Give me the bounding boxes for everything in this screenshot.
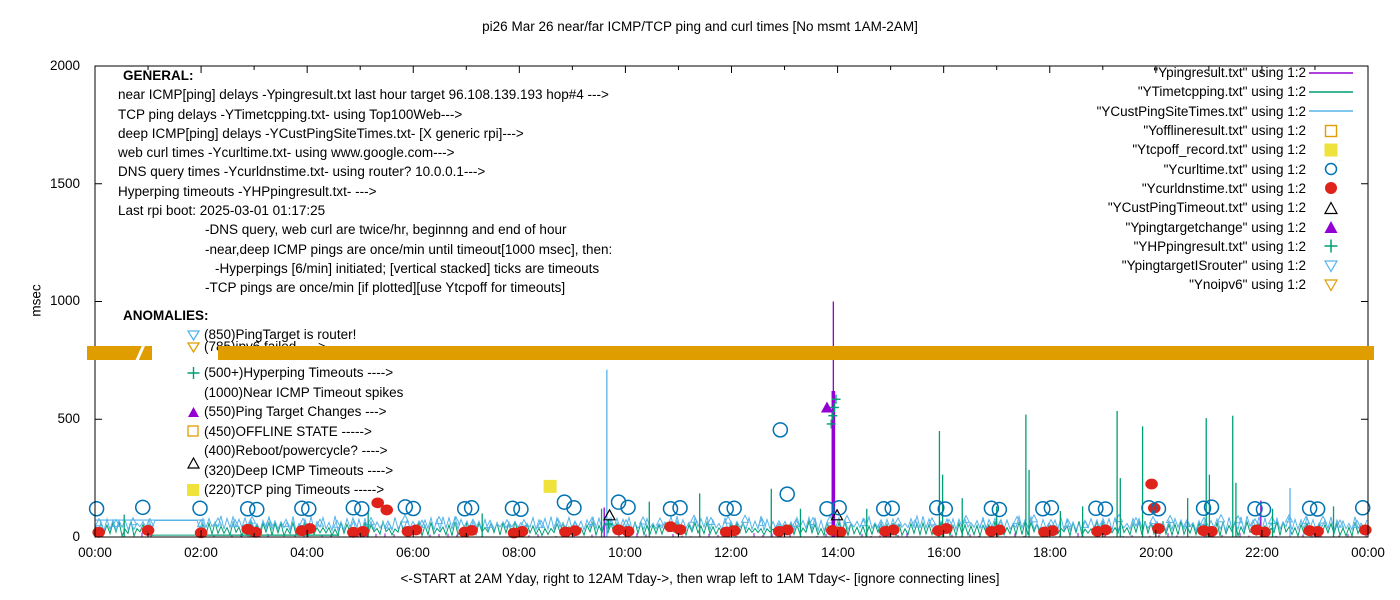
x-tick-label: 04:00 [290, 545, 324, 560]
line-sample-icon [1306, 104, 1356, 118]
legend-label: "Ypingresult.txt" using 1:2 [1153, 65, 1306, 81]
legend-label: "Ytcpoff_record.txt" using 1:2 [1132, 142, 1306, 158]
legend-row: "Ypingtargetchange" using 1:2 [1036, 217, 1356, 236]
x-tick-label: 14:00 [821, 545, 855, 560]
anomaly-item: (550)Ping Target Changes ---> [186, 403, 386, 420]
plus-icon [186, 366, 204, 380]
anomaly-text: (400)Reboot/powercycle? ----> [204, 443, 388, 458]
x-tick-label: 12:00 [714, 545, 748, 560]
legend-label: "YCustPingTimeout.txt" using 1:2 [1107, 200, 1306, 216]
x-axis-label: <-START at 2AM Yday, right to 12AM Tday-… [400, 571, 1000, 586]
legend-label: "YpingtargetISrouter" using 1:2 [1121, 258, 1306, 274]
anomaly-item: (400)Reboot/powercycle? ----> [186, 442, 387, 459]
general-line: deep ICMP[ping] delays -YCustPingSiteTim… [118, 125, 524, 141]
legend-label: "YHPpingresult.txt" using 1:2 [1133, 238, 1306, 254]
general-line: Hyperping timeouts -YHPpingresult.txt- -… [118, 183, 377, 199]
square-filled-icon [1306, 142, 1356, 158]
anomaly-item: (320)Deep ICMP Timeouts ----> [186, 456, 394, 479]
anomaly-text: (1000)Near ICMP Timeout spikes [204, 384, 404, 400]
legend-row: "Ycurldnstime.txt" using 1:2 [1036, 179, 1356, 198]
triangle-up-open-icon [1306, 200, 1356, 216]
legend-row: "Ypingresult.txt" using 1:2 [1036, 63, 1356, 82]
anomaly-text: (550)Ping Target Changes ---> [204, 404, 387, 419]
legend-label: "Yofflineresult.txt" using 1:2 [1143, 123, 1306, 139]
anomaly-text: (220)TCP ping Timeouts -----> [204, 482, 385, 497]
general-line: -DNS query, web curl are twice/hr, begin… [205, 222, 567, 238]
general-line: near ICMP[ping] delays -Ypingresult.txt … [118, 87, 609, 103]
plus-icon [1306, 238, 1356, 254]
legend-row: "Yofflineresult.txt" using 1:2 [1036, 121, 1356, 140]
anomalies-heading: ANOMALIES: [123, 308, 209, 323]
legend-row: "YHPpingresult.txt" using 1:2 [1036, 237, 1356, 256]
legend-label: "YCustPingSiteTimes.txt" using 1:2 [1096, 103, 1306, 119]
general-line: -Hyperpings [6/min] initiated; [vertical… [215, 260, 600, 276]
legend-row: "Ycurltime.txt" using 1:2 [1036, 159, 1356, 178]
y-tick-label: 2000 [49, 58, 80, 73]
general-line: TCP ping delays -YTimetcpping.txt- using… [118, 106, 463, 122]
anomaly-text: (450)OFFLINE STATE -----> [204, 423, 372, 439]
legend-row: "YCustPingSiteTimes.txt" using 1:2 [1036, 102, 1356, 121]
triangle-up-filled-icon [1306, 219, 1356, 235]
square-filled-icon [186, 483, 204, 497]
general-notes: GENERAL: near ICMP[ping] delays -Ypingre… [118, 66, 612, 298]
line-sample-icon [1306, 66, 1356, 80]
y-tick-label: 1000 [49, 293, 80, 308]
x-tick-label: 02:00 [184, 545, 218, 560]
anomaly-item: (850)PingTarget is router! [186, 326, 356, 343]
x-tick-label: 06:00 [396, 545, 430, 560]
anomaly-item: (450)OFFLINE STATE -----> [186, 423, 372, 440]
anomaly-text: (500+)Hyperping Timeouts ----> [204, 365, 394, 380]
general-line: Last rpi boot: 2025-03-01 01:17:25 [118, 203, 326, 219]
anomaly-item: (500+)Hyperping Timeouts ----> [186, 364, 393, 381]
legend-row: "YpingtargetISrouter" using 1:2 [1036, 256, 1356, 275]
x-tick-label: 00:00 [78, 545, 112, 560]
legend-label: "YTimetcpping.txt" using 1:2 [1137, 84, 1306, 100]
y-tick-label: 0 [72, 529, 80, 544]
anomaly-text: (850)PingTarget is router! [204, 327, 357, 342]
x-tick-label: 22:00 [1245, 545, 1279, 560]
legend: "Ypingresult.txt" using 1:2 "YTimetcppin… [1036, 63, 1356, 295]
x-tick-label: 20:00 [1139, 545, 1173, 560]
triangle-up-filled-icon [186, 405, 204, 419]
anomaly-item: (220)TCP ping Timeouts -----> [186, 481, 384, 498]
anomalies-list: (850)PingTarget is router! (785)ipv6 fai… [186, 326, 606, 506]
circle-filled-icon [1306, 180, 1356, 196]
legend-label: "Ycurltime.txt" using 1:2 [1163, 161, 1306, 177]
square-open-icon [186, 424, 204, 438]
triangle-down-icon [186, 340, 204, 354]
triangle-down-open-icon [1306, 258, 1356, 274]
legend-row: "Ynoipv6" using 1:2 [1036, 275, 1356, 294]
circle-open-icon [1306, 161, 1356, 177]
legend-label: "Ynoipv6" using 1:2 [1189, 277, 1306, 293]
legend-row: "Ytcpoff_record.txt" using 1:2 [1036, 140, 1356, 159]
triangle-down-icon [186, 328, 204, 342]
anomaly-text: (320)Deep ICMP Timeouts ----> [204, 462, 394, 478]
page-title: pi26 Mar 26 near/far ICMP/TCP ping and c… [482, 19, 918, 34]
legend-row: "YTimetcpping.txt" using 1:2 [1036, 82, 1356, 101]
x-tick-label: 18:00 [1033, 545, 1067, 560]
line-sample-icon [1306, 85, 1356, 99]
general-line: -near,deep ICMP pings are once/min until… [205, 241, 613, 257]
triangle-up-open-icon [186, 456, 204, 470]
x-tick-label: 10:00 [608, 545, 642, 560]
square-open-icon [1306, 123, 1356, 139]
y-tick-label: 500 [57, 411, 80, 426]
y-tick-label: 1500 [49, 176, 80, 191]
x-tick-label: 00:00 [1351, 545, 1385, 560]
noipv6-band-segment-2 [218, 345, 1375, 361]
general-line: -TCP pings are once/min [if plotted][use… [205, 280, 566, 296]
general-heading: GENERAL: [123, 68, 194, 83]
legend-label: "Ycurldnstime.txt" using 1:2 [1141, 180, 1306, 196]
anomaly-item: (1000)Near ICMP Timeout spikes [186, 384, 403, 401]
general-line: DNS query times -Ycurldnstime.txt- using… [118, 164, 486, 180]
legend-row: "YCustPingTimeout.txt" using 1:2 [1036, 198, 1356, 217]
x-tick-label: 16:00 [927, 545, 961, 560]
triangle-down-open-icon [1306, 277, 1356, 293]
x-tick-label: 08:00 [502, 545, 536, 560]
general-line: web curl times -Ycurltime.txt- using www… [118, 145, 455, 161]
legend-label: "Ypingtargetchange" using 1:2 [1125, 219, 1306, 235]
